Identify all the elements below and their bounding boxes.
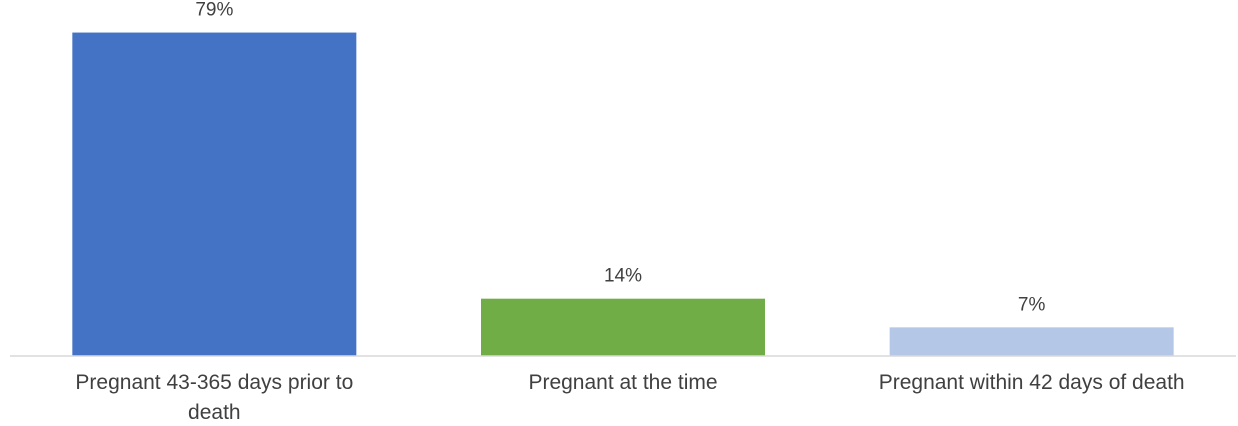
value-label-2: 14% <box>604 266 642 287</box>
bar-3 <box>889 327 1174 356</box>
category-label-1: Pregnant 43-365 days prior to death <box>75 371 353 424</box>
value-label-3: 7% <box>1018 294 1046 315</box>
value-label-1: 79% <box>195 0 233 21</box>
bars-layer <box>72 32 1174 357</box>
bar-2 <box>481 298 765 356</box>
category-label-3: Pregnant within 42 days of death <box>879 371 1185 394</box>
value-labels-layer: 79% 14% 7% <box>195 0 1045 315</box>
category-label-2: Pregnant at the time <box>528 371 717 394</box>
bar-1 <box>72 32 357 357</box>
category-labels-layer: Pregnant 43-365 days prior to death Pregna… <box>75 371 1184 424</box>
